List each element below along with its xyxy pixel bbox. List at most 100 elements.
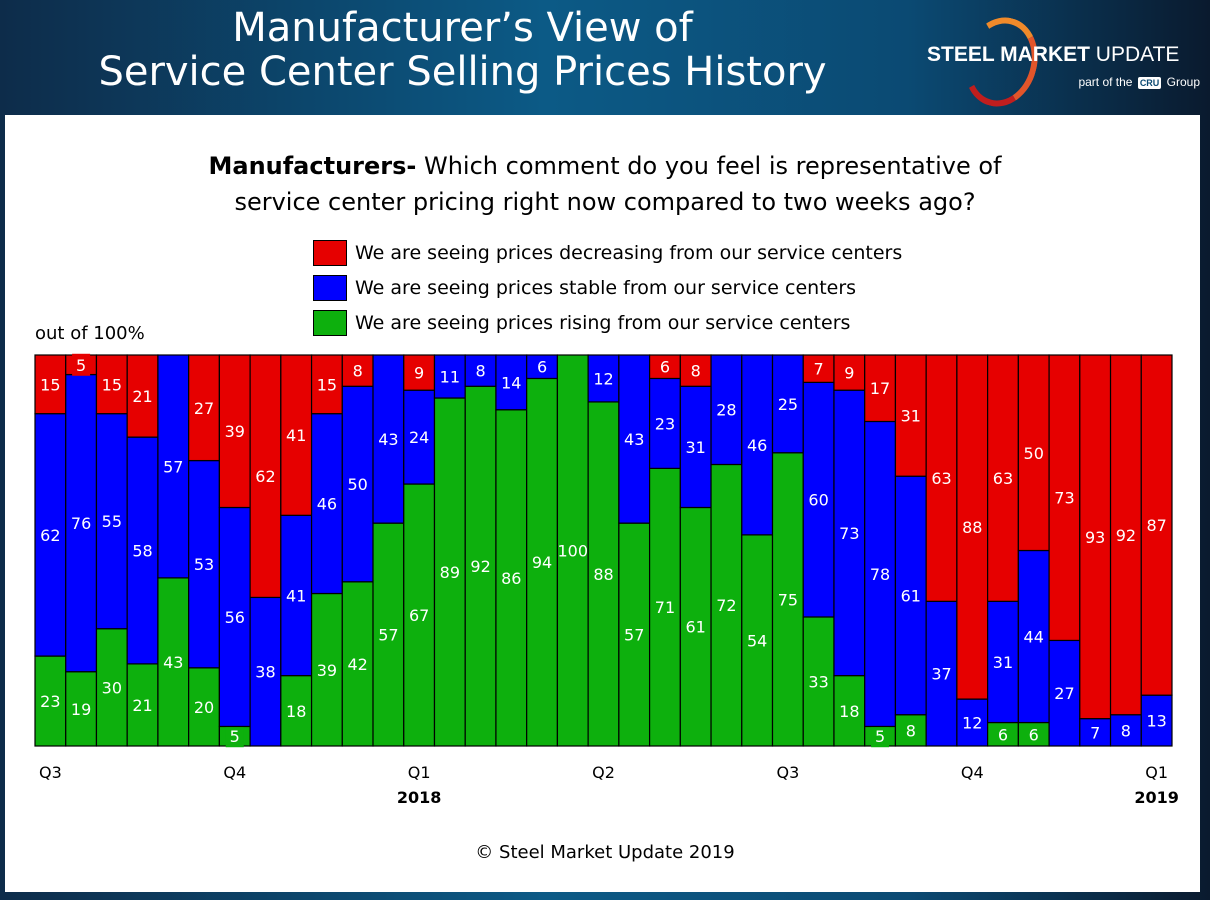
data-label: 56 [225,608,245,627]
data-label: 11 [440,368,460,387]
data-label: 92 [470,557,490,576]
data-label: 9 [414,364,424,383]
data-label: 89 [440,563,460,582]
data-label: 17 [870,379,890,398]
bar-segment [833,354,866,391]
data-label: 18 [839,702,859,721]
legend-rising: We are seeing prices rising from our ser… [313,309,850,337]
bar-segment [771,452,804,747]
data-label: 58 [132,542,152,561]
bar-segment [1017,549,1050,724]
bar-segment [956,354,989,700]
bar-segment [157,354,190,579]
data-label: 8 [691,362,701,381]
bar-segment [894,354,927,477]
bar-segment [433,354,466,399]
legend-label: We are seeing prices rising from our ser… [355,312,851,334]
x-year-label: 2019 [1134,788,1179,807]
bar-segment [341,354,374,387]
bar-segment [218,506,251,728]
data-label: 63 [931,469,951,488]
data-label: 46 [747,436,767,455]
bar-segment [618,354,651,524]
data-label: 88 [593,565,613,584]
data-label-bg [871,725,890,748]
data-label: 12 [962,714,982,733]
x-tick-label: Q2 [592,763,615,782]
data-label: 13 [1146,712,1166,731]
bar-segment [556,354,589,747]
legend-label: We are seeing prices decreasing from our… [355,242,903,264]
data-label: 71 [655,598,675,617]
bar-segment [95,354,128,415]
data-label: 55 [102,512,122,531]
copyright: © Steel Market Update 2019 [475,842,735,863]
data-label: 6 [998,725,1008,744]
bar-segment [310,354,343,415]
data-label: 73 [1054,489,1074,508]
bar-segment [403,483,436,747]
data-label: 63 [993,469,1013,488]
bar-segment [495,354,528,411]
data-label: 7 [1090,723,1100,742]
bar-segment [833,389,866,677]
question-text-1: Which comment do you feel is representat… [416,152,1002,180]
x-year-label: 2018 [397,788,442,807]
data-label-bg [72,353,91,376]
data-label: 46 [317,495,337,514]
y-axis-label: out of 100% [35,323,145,344]
bar-segment [188,459,220,669]
data-label: 44 [1024,628,1044,647]
data-label: 27 [1054,684,1074,703]
bar-segment [495,409,528,747]
data-label: 43 [378,430,398,449]
bar-segment [95,413,128,630]
data-label: 31 [686,438,706,457]
data-label: 14 [501,373,521,392]
data-label: 43 [624,430,644,449]
bar-segment [802,354,835,383]
legend-stable: We are seeing prices stable from our ser… [313,274,856,302]
bar-segment [126,663,159,747]
data-label: 5 [875,727,885,746]
data-label: 20 [194,698,214,717]
legend-swatch [313,275,347,301]
data-label: 21 [132,696,152,715]
bar-segment [587,354,620,403]
steel-market-update-logo: STEEL MARKET UPDATE part of the CRU Grou… [925,9,1205,115]
bar-segment [34,655,67,747]
data-label: 87 [1146,516,1166,535]
bar-segment [1048,354,1081,642]
bar-segment [802,381,835,618]
question-text-2: service center pricing right now compare… [234,188,976,216]
data-label: 86 [501,569,521,588]
data-label: 73 [839,524,859,543]
data-label: 15 [317,375,337,394]
bar-segment [95,628,128,747]
data-label: 15 [40,375,60,394]
data-label: 21 [132,387,152,406]
data-label: 57 [378,626,398,645]
data-label-bg [225,725,244,748]
bar-segment [1048,639,1081,747]
question-bold: Manufacturers- [208,152,417,180]
data-label: 27 [194,399,214,418]
data-label: 54 [747,631,767,650]
data-label: 50 [1024,444,1044,463]
data-label: 62 [255,467,275,486]
bar-segment [433,397,466,747]
data-label: 100 [557,542,588,561]
bar-segment [280,514,313,677]
data-label: 41 [286,586,306,605]
data-label: 12 [593,369,613,388]
bar-segment [1079,354,1112,720]
data-label: 92 [1116,526,1136,545]
data-label: 7 [814,360,824,379]
x-tick-label: Q4 [961,763,984,782]
data-label: 19 [71,700,91,719]
page-title: Manufacturer’s View of Service Center Se… [0,6,925,94]
data-label: 88 [962,518,982,537]
data-label: 42 [347,655,367,674]
data-label: 39 [225,422,245,441]
